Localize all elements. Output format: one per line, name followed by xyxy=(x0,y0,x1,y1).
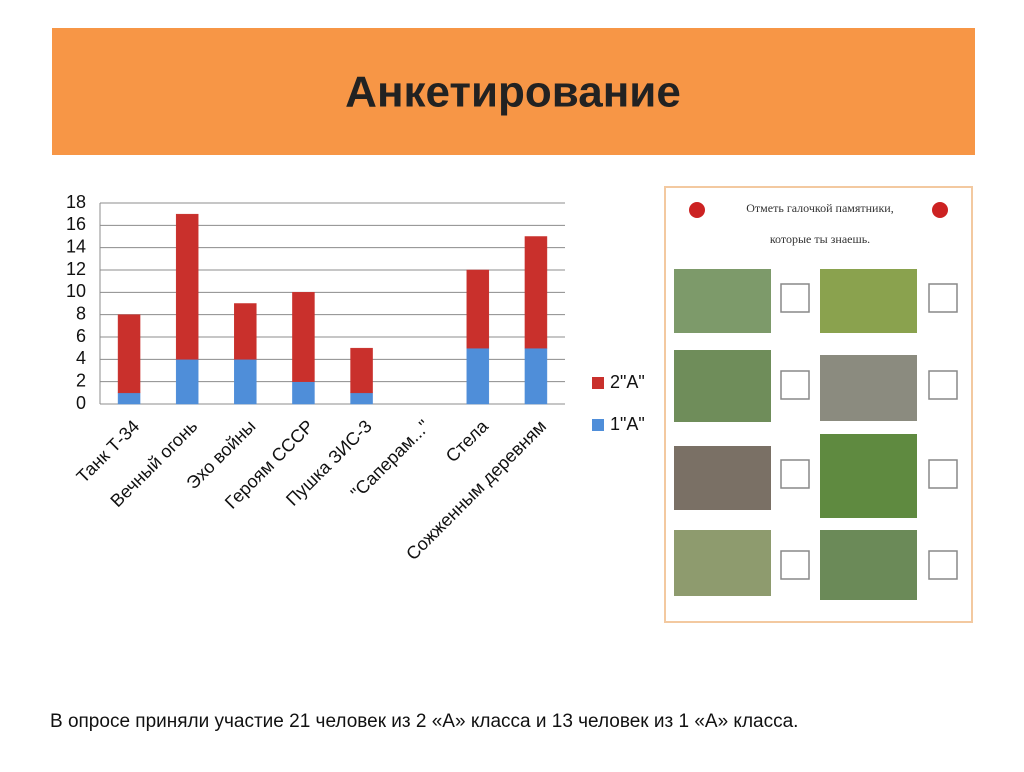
legend-swatch xyxy=(592,377,604,389)
title-band xyxy=(52,28,975,155)
bar-segment xyxy=(466,269,490,349)
bar-segment xyxy=(524,347,548,405)
bar-segment xyxy=(466,347,490,405)
bar-segment xyxy=(175,359,199,405)
bar-segment xyxy=(350,347,373,394)
y-tick-label: 12 xyxy=(66,259,86,279)
card-line-1: Отметь галочкой памятники, xyxy=(746,201,893,215)
legend-label: 1"А" xyxy=(610,414,645,434)
legend-label: 2"А" xyxy=(610,372,645,392)
bar-segment xyxy=(524,236,548,349)
questionnaire-card: Отметь галочкой памятники, которые ты зн… xyxy=(664,186,973,623)
y-tick-label: 16 xyxy=(66,214,86,234)
card-line-2: которые ты знаешь. xyxy=(770,232,870,246)
bar-segment xyxy=(292,292,315,382)
slide-title: Анкетирование xyxy=(345,68,681,117)
bar-segment xyxy=(175,213,199,360)
y-tick-label: 14 xyxy=(66,236,86,256)
legend-swatch xyxy=(592,419,604,431)
y-tick-label: 18 xyxy=(66,192,86,212)
y-tick-label: 10 xyxy=(66,281,86,301)
bar-segment xyxy=(234,303,257,360)
y-tick-label: 4 xyxy=(76,348,86,368)
bar-segment xyxy=(292,381,315,405)
y-tick-label: 6 xyxy=(76,326,86,346)
y-tick-label: 0 xyxy=(76,393,86,413)
bar-segment xyxy=(234,359,257,405)
bar-segment xyxy=(117,392,141,405)
footnote: В опросе приняли участие 21 человек из 2… xyxy=(50,711,798,732)
bar-segment xyxy=(350,392,373,405)
y-tick-label: 8 xyxy=(76,303,86,323)
y-tick-label: 2 xyxy=(76,370,86,390)
bar-segment xyxy=(117,314,141,394)
x-tick-label: Стела xyxy=(442,415,493,466)
